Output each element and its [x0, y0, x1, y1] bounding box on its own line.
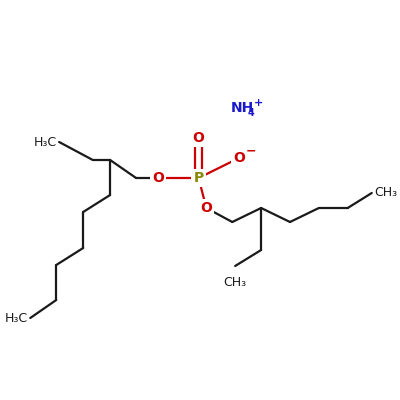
Text: +: +	[254, 98, 263, 108]
Text: O: O	[233, 151, 245, 165]
Text: H₃C: H₃C	[34, 136, 57, 148]
Text: −: −	[245, 144, 256, 158]
Text: CH₃: CH₃	[224, 276, 247, 289]
Text: O: O	[200, 201, 212, 215]
Text: O: O	[152, 171, 164, 185]
Text: 4: 4	[248, 108, 254, 118]
Text: H₃C: H₃C	[5, 312, 28, 324]
Text: NH: NH	[230, 101, 254, 115]
Text: CH₃: CH₃	[375, 186, 398, 200]
Text: O: O	[193, 131, 204, 145]
Text: P: P	[194, 171, 204, 185]
